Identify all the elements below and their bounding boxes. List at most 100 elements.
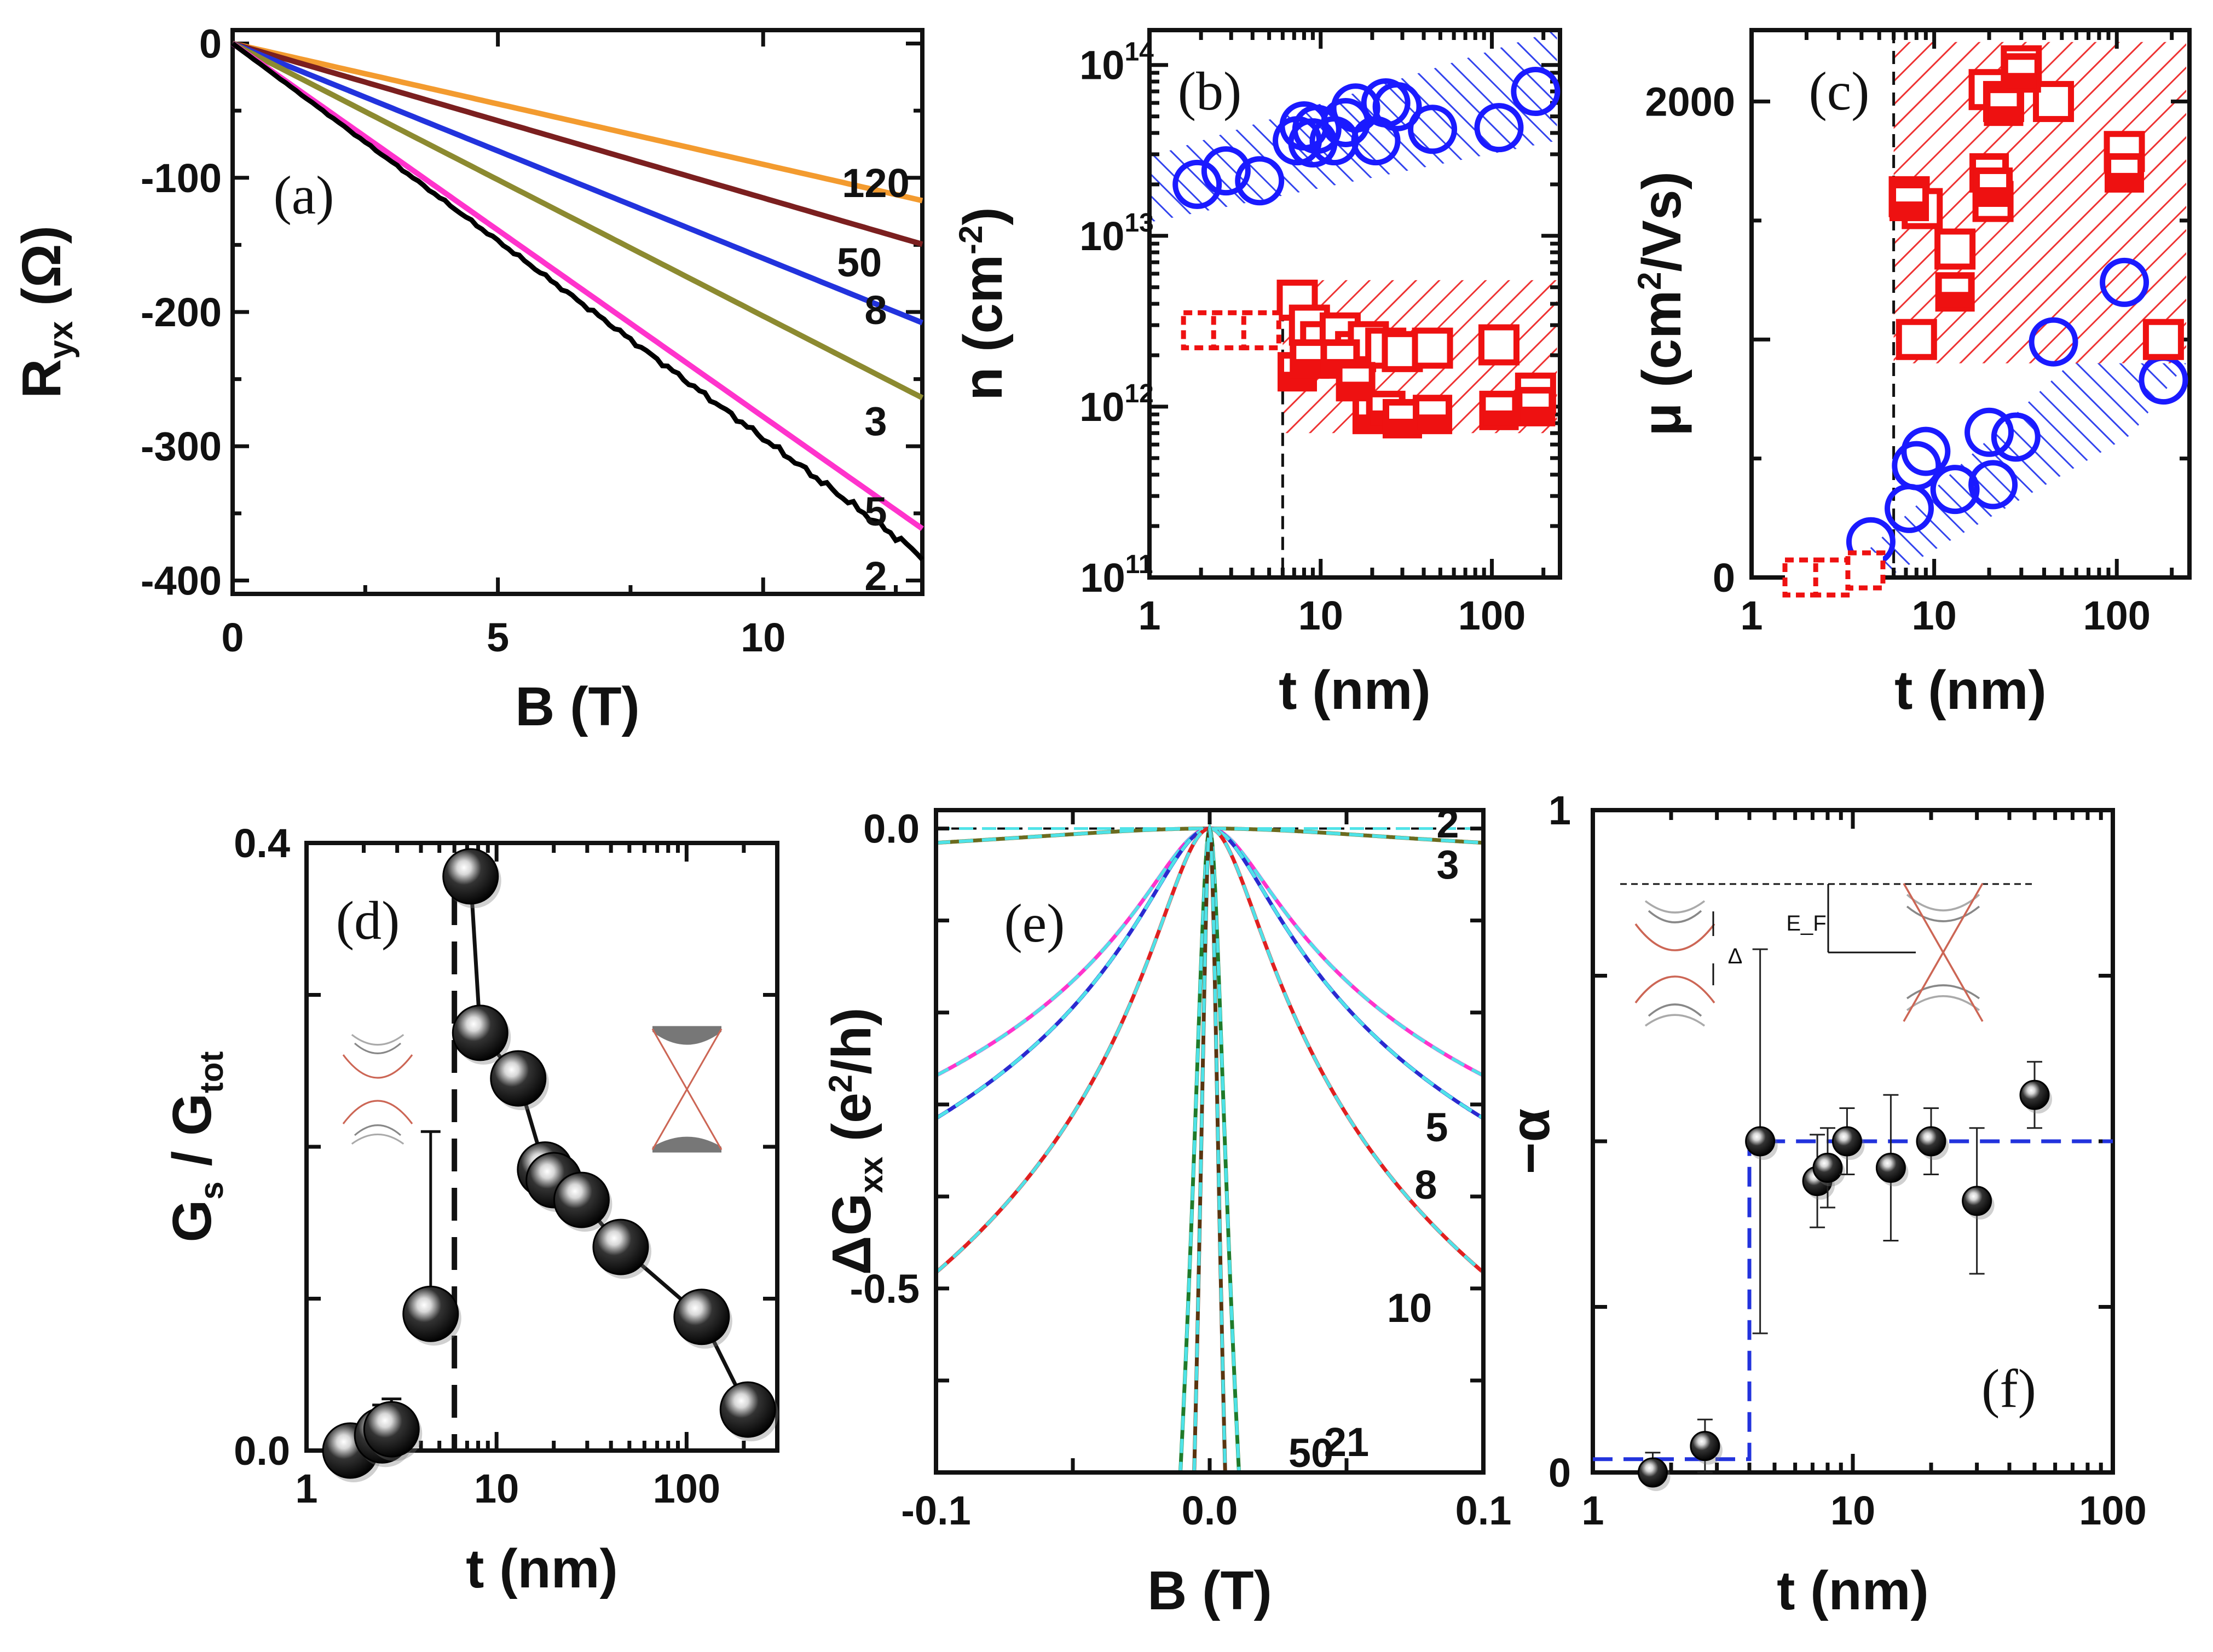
- square-highlight: [1522, 393, 1549, 407]
- x-tick-label: 1: [295, 1466, 317, 1511]
- x-tick-label: -0.1: [901, 1488, 971, 1533]
- x-axis-label: t (nm): [466, 1538, 618, 1599]
- surface-mobility-point: [1896, 319, 1937, 360]
- subband-line: [354, 1124, 402, 1136]
- x-tick-label: 5: [487, 615, 509, 660]
- alpha-point: [1745, 1126, 1776, 1157]
- x-tick-label: 100: [653, 1466, 720, 1511]
- bulk-mobility-point: [2029, 317, 2078, 367]
- alpha-point: [1875, 1152, 1906, 1183]
- square-highlight: [1389, 405, 1415, 419]
- surface-mobility-point: [1845, 550, 1886, 591]
- fraction-point: [442, 848, 499, 905]
- surface-mobility-point: [2033, 80, 2075, 122]
- x-axis-label: t (nm): [1777, 1560, 1929, 1621]
- y-tick-label: 1013: [1079, 209, 1154, 259]
- fraction-point: [363, 1401, 420, 1458]
- x-axis-label: B (T): [1147, 1560, 1272, 1621]
- square-highlight: [1486, 397, 1512, 411]
- panel-label: (f): [1981, 1358, 2036, 1419]
- gapped-band-inset: [342, 1034, 413, 1145]
- y-axis-label: −α: [1500, 1108, 1561, 1174]
- square-highlight: [1327, 345, 1354, 359]
- square-highlight: [1990, 93, 2017, 107]
- fit-curve-50: [1192, 828, 1227, 1472]
- x-tick-label: 1: [1740, 593, 1763, 638]
- x-tick-label: 100: [2079, 1488, 2146, 1533]
- fit-curve-8: [936, 827, 1483, 1120]
- alpha-point: [1831, 1126, 1862, 1157]
- y-tick-label: 1011: [1080, 550, 1153, 600]
- x-tick-label: 10: [741, 615, 785, 660]
- data-curve-8: [936, 827, 1483, 1120]
- fraction-point: [553, 1171, 610, 1228]
- panel-label: (b): [1178, 61, 1242, 122]
- square-highlight: [1942, 279, 1968, 292]
- series-line-50: [232, 41, 923, 247]
- panel-label: (e): [1004, 893, 1065, 954]
- fraction-point: [452, 1004, 509, 1061]
- subband-line: [1644, 1014, 1706, 1027]
- square-highlight: [1296, 345, 1323, 359]
- x-tick-label: 1: [1581, 1488, 1604, 1533]
- conduction-band: [1634, 923, 1715, 951]
- x-axis-label: B (T): [515, 676, 640, 737]
- x-tick-label: 100: [1458, 593, 1526, 638]
- alpha-point: [1916, 1126, 1946, 1157]
- series-line-5: [231, 41, 924, 531]
- y-tick-label: 1014: [1079, 38, 1154, 88]
- y-tick-label: -100: [141, 155, 222, 201]
- series-label: 120: [842, 160, 909, 206]
- y-tick-label: -200: [141, 290, 222, 335]
- dirac-cone-line: [1903, 883, 1984, 1022]
- gap-label: Δ: [1728, 944, 1743, 968]
- y-axis-label: Ryx (Ω): [11, 226, 80, 398]
- y-tick-label: 1: [1548, 788, 1571, 833]
- y-tick-label: 0: [1548, 1450, 1571, 1495]
- series-label: 2: [1436, 801, 1459, 846]
- panel-b: 1 10 100 1014 1013 1012 1011 (b) t (nm) n (cm-2): [952, 28, 1562, 721]
- surface-mobility-point: [2142, 319, 2184, 360]
- bulk-mobility-point: [2100, 257, 2150, 307]
- subband-line: [1648, 1003, 1702, 1017]
- x-tick-label: 0: [221, 615, 244, 660]
- dirac-cone-line: [651, 1028, 723, 1151]
- series-label: 2: [864, 553, 887, 599]
- bulk-density-point: [1235, 156, 1285, 206]
- panel-a: 0 5 10 0 -100 -200 -300 -400 120 508 3 5 2 (a) B (T) Ry…: [11, 21, 925, 737]
- series-line-8: [232, 41, 923, 326]
- panel-label: (c): [1809, 61, 1870, 122]
- subband-line: [1906, 894, 1980, 911]
- x-tick-label: 10: [1830, 1488, 1875, 1533]
- series-label: 3: [1436, 842, 1459, 887]
- series-line-2: [231, 41, 925, 562]
- y-tick-label: -300: [141, 424, 222, 469]
- bulk-mobility-point: [1991, 412, 2041, 462]
- bulk-mobility-point: [1930, 465, 1980, 515]
- subband-line: [351, 1034, 405, 1046]
- alpha-point: [1690, 1431, 1720, 1462]
- y-axis-label: n (cm-2): [952, 207, 1014, 400]
- x-tick-label: 10: [1911, 593, 1956, 638]
- square-highlight: [1419, 401, 1446, 415]
- panel-c: 1 10 100 0 2000 (c) t (nm) μ (cm2/Vs): [1631, 28, 2192, 721]
- square-highlight: [1896, 188, 1923, 202]
- series-label: 5: [1425, 1105, 1448, 1150]
- series-line-3: [231, 41, 924, 401]
- bulk-mobility-point: [1968, 460, 2018, 510]
- series-label: 10: [1387, 1285, 1432, 1331]
- bulk-density-point: [1408, 105, 1458, 154]
- fraction-point: [490, 1050, 547, 1107]
- x-tick-label: 0.1: [1455, 1488, 1512, 1533]
- y-tick-label: 1012: [1079, 379, 1154, 430]
- fraction-point: [592, 1218, 649, 1275]
- x-axis-label: t (nm): [1279, 660, 1431, 721]
- subband-line: [354, 1042, 402, 1054]
- y-tick-label: -400: [141, 558, 222, 603]
- valence-band: [1634, 975, 1715, 1004]
- dirac-band-inset: [651, 1026, 723, 1153]
- series-label: 3: [864, 398, 887, 444]
- x-axis-label: t (nm): [1894, 660, 2047, 721]
- fraction-point: [719, 1381, 776, 1438]
